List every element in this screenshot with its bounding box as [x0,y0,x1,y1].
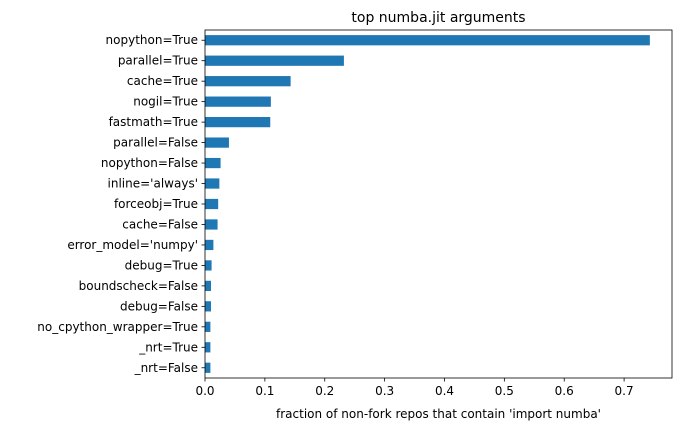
x-tick-label: 0.0 [195,384,214,398]
bar [205,321,211,332]
bar [205,35,650,46]
bar [205,178,220,189]
y-tick-label: debug=False [120,299,198,313]
bar [205,137,229,148]
y-tick-label: boundscheck=False [79,279,198,293]
x-tick-label: 0.3 [375,384,394,398]
x-axis-title: fraction of non-fork repos that contain … [276,407,601,421]
x-tick-label: 0.7 [615,384,634,398]
y-tick-label: _nrt=True [138,340,198,354]
y-tick-label: cache=True [127,74,198,88]
bar [205,198,219,210]
x-tick-label: 0.2 [315,384,334,398]
x-tick-label: 0.1 [255,384,274,398]
bar [205,342,211,353]
y-tick-label: nopython=True [106,33,198,47]
y-tick-label: _nrt=False [134,361,198,375]
bar [205,96,271,107]
y-tick-label: debug=True [125,258,198,272]
bar [205,157,221,169]
plot-frame [204,29,673,379]
y-tick-label: inline='always' [108,177,198,191]
y-tick-label: nogil=True [133,95,198,109]
bar [205,239,214,251]
y-tick-label: parallel=False [113,136,198,150]
y-tick-label: no_cpython_wrapper=True [37,320,198,334]
y-tick-label: parallel=True [118,54,198,68]
bar [205,219,218,230]
y-tick-label: forceobj=True [114,197,198,211]
y-tick-label: cache=False [122,217,198,231]
y-tick-label: nopython=False [101,156,198,170]
x-tick-label: 0.5 [495,384,514,398]
bar [205,76,291,87]
x-tick-label: 0.6 [555,384,574,398]
bar [205,362,211,373]
bar [205,260,212,271]
bar [205,117,271,128]
chart-title: top numba.jit arguments [351,10,525,26]
y-tick-label: error_model='numpy' [67,238,198,252]
x-tick-group: 0.0 0.1 0.2 0.3 0.4 0.5 0.6 0.7 [195,378,634,398]
bar [205,280,211,291]
y-tick-labels: nopython=True parallel=True cache=True nogi… [37,33,205,375]
bar [205,301,211,312]
bar [205,55,344,66]
x-tick-label: 0.4 [435,384,454,398]
y-tick-label: fastmath=True [109,115,198,129]
bars-group [205,35,650,373]
